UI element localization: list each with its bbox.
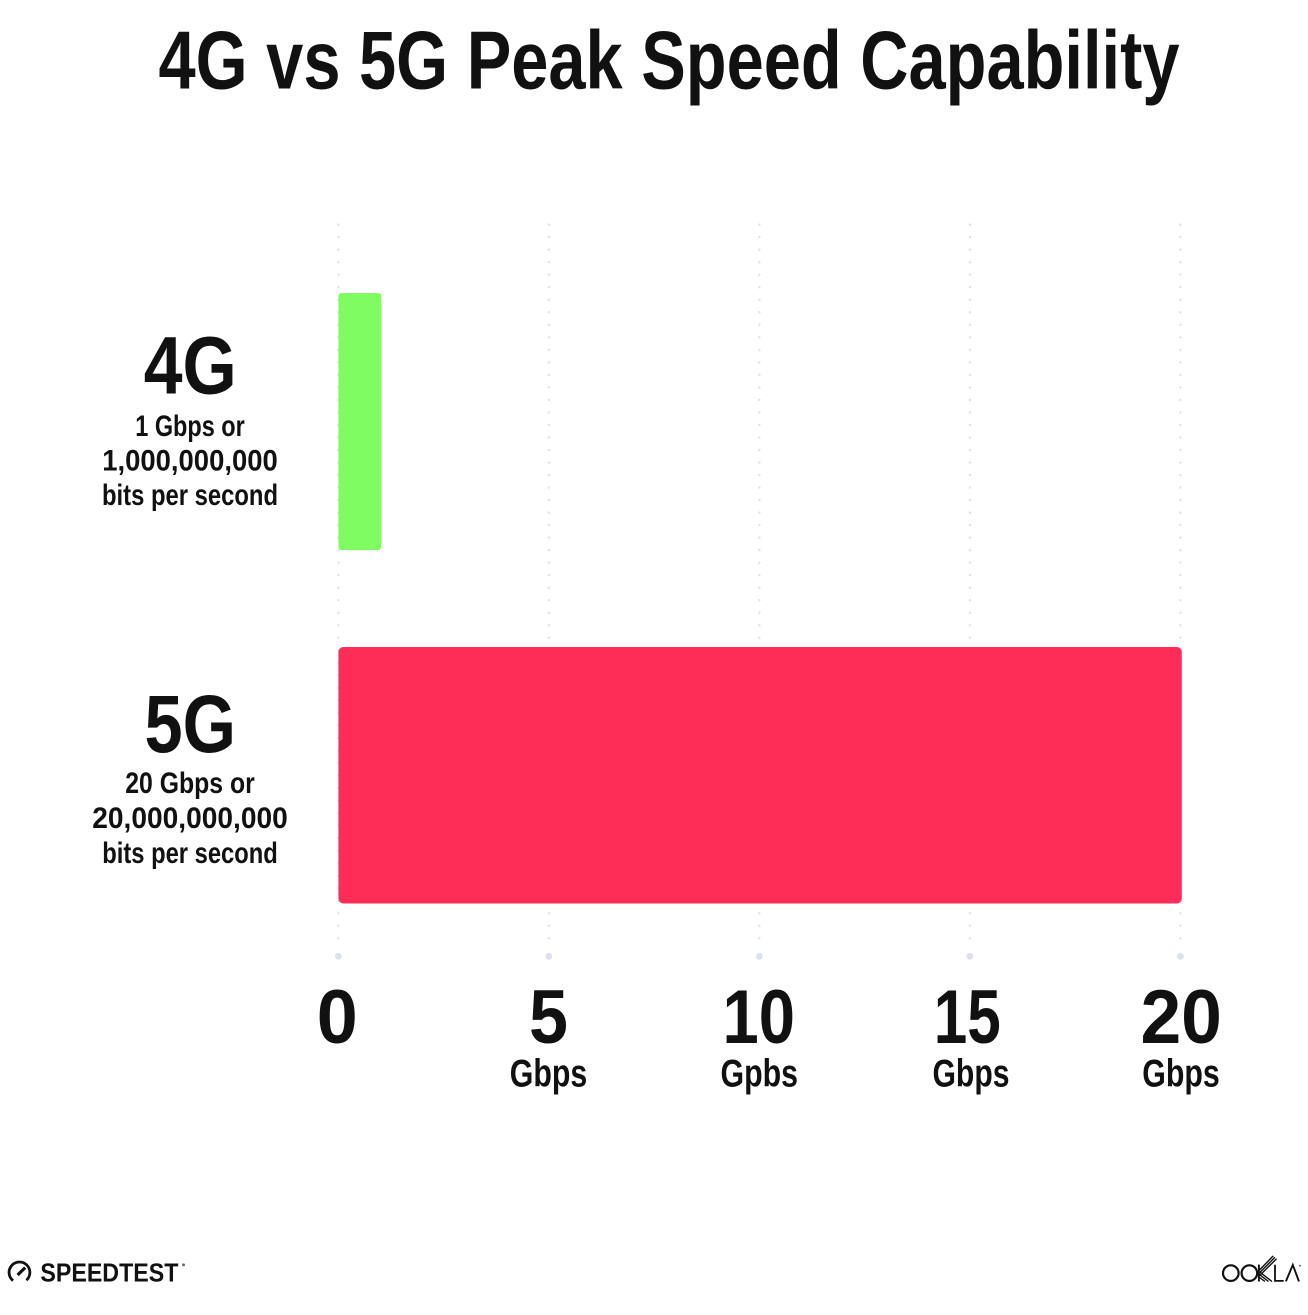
svg-text:SPEEDTEST: SPEEDTEST	[40, 1259, 178, 1287]
svg-text:Gpbs: Gpbs	[721, 1052, 799, 1095]
svg-text:1,000,000,000: 1,000,000,000	[102, 445, 278, 478]
svg-text:Gbps: Gbps	[510, 1052, 588, 1095]
svg-text:5: 5	[529, 975, 568, 1060]
svg-text:4G vs 5G Peak Speed Capability: 4G vs 5G Peak Speed Capability	[159, 13, 1180, 106]
svg-text:15: 15	[934, 975, 1001, 1060]
svg-text:5G: 5G	[144, 679, 236, 770]
svg-text:Gbps: Gbps	[1142, 1052, 1220, 1095]
svg-text:20 Gbps or: 20 Gbps or	[125, 767, 255, 800]
svg-text:bits per second: bits per second	[102, 479, 278, 512]
svg-text:4G: 4G	[144, 320, 237, 411]
svg-text:Gbps: Gbps	[933, 1052, 1010, 1095]
svg-text:20,000,000,000: 20,000,000,000	[92, 802, 288, 835]
svg-text:20: 20	[1140, 975, 1222, 1060]
svg-text:0: 0	[317, 975, 358, 1060]
svg-text:1 Gbps or: 1 Gbps or	[135, 410, 245, 443]
svg-text:10: 10	[723, 975, 796, 1060]
svg-text:bits per second: bits per second	[102, 837, 278, 870]
